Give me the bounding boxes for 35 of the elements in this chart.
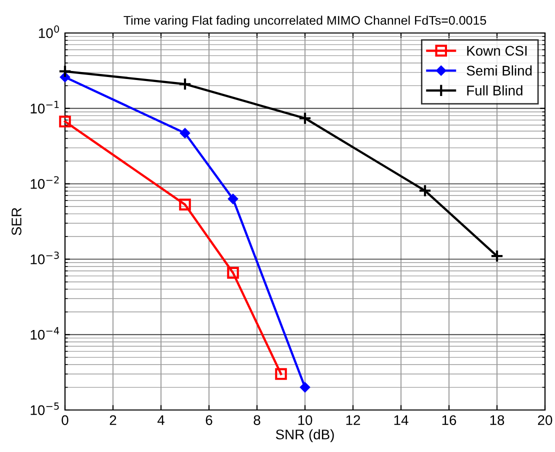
point	[275, 368, 287, 380]
point	[178, 78, 192, 91]
x-axis-title: SNR (dB)	[276, 429, 334, 442]
x-tick-label: 14	[394, 415, 408, 425]
chart-title: Time varing Flat fading uncorrelated MIMO Channel FdTs=0.0015	[124, 16, 486, 28]
y-tick-label: 10$^{−1}$	[30, 100, 59, 114]
x-tick-label: 20	[538, 415, 552, 426]
point	[227, 266, 239, 279]
point	[298, 112, 312, 125]
y-tick-label: 10$^{−4}$	[30, 327, 60, 340]
legend-label: Kown CSI	[467, 46, 527, 56]
point	[490, 249, 504, 263]
x-tick-label: 8	[254, 415, 260, 426]
point	[58, 64, 72, 78]
point	[300, 382, 310, 392]
point	[180, 128, 190, 138]
x-tick-label: 16	[442, 415, 456, 426]
y-tick-label: 10$^{−2}$	[30, 176, 59, 189]
point	[179, 198, 191, 210]
x-tick-label: 6	[206, 415, 212, 426]
x-tick-label: 18	[490, 415, 504, 426]
x-tick-label: 2	[110, 415, 116, 425]
point	[228, 194, 238, 204]
x-tick-label: 4	[157, 415, 164, 425]
x-tick-label: 12	[346, 415, 360, 425]
y-tick-label: 10$^{0}$	[38, 25, 60, 38]
y-tick-label: 10$^{−3}$	[30, 252, 59, 264]
legend-label: Semi Blind	[466, 65, 532, 76]
point	[418, 184, 432, 198]
x-tick-label: 0	[62, 415, 68, 426]
point	[59, 116, 71, 128]
y-tick-label: 10$^{−5}$	[30, 402, 59, 416]
y-axis-title: SER	[12, 208, 22, 236]
x-tick-label: 10	[298, 415, 312, 426]
legend-label: Full Blind	[467, 85, 522, 96]
